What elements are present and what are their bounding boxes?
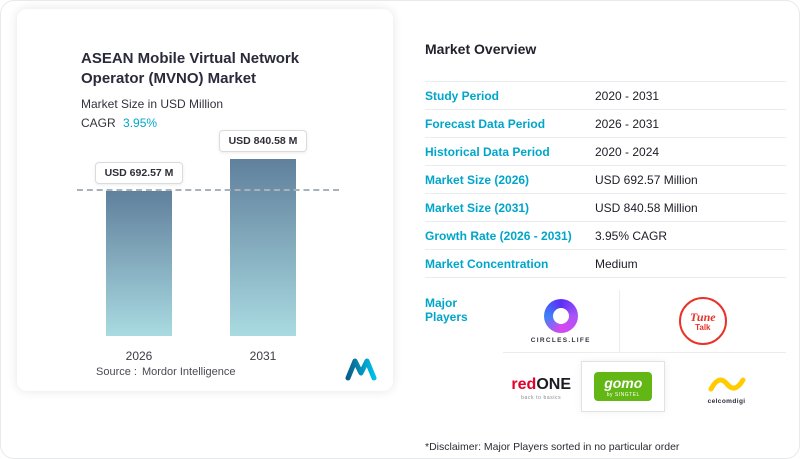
x-axis-label: 2026 [125, 349, 153, 363]
tune-talk-logo: Tune Talk [620, 290, 786, 352]
gomo-wordmark: gomo [604, 374, 643, 391]
source-label: Source : [96, 366, 137, 378]
source-value: Mordor Intelligence [141, 366, 236, 378]
redone-logo: redONE back to basics [503, 377, 579, 401]
table-row: Market Concentration Medium [425, 250, 786, 278]
row-value: 2026 - 2031 [595, 116, 660, 131]
table-row: Forecast Data Period 2026 - 2031 [425, 110, 786, 138]
players-grid-row: redONE back to basics gomo by SINGTEL [503, 353, 786, 425]
table-row: Market Size (2031) USD 840.58 Million [425, 194, 786, 222]
reference-dashed-line [77, 188, 339, 191]
major-players-grid: CIRCLES.LIFE Tune Talk redONE back to ba… [503, 290, 786, 425]
row-label: Forecast Data Period [425, 116, 546, 131]
market-chart-card: ASEAN Mobile Virtual Network Operator (M… [17, 9, 393, 391]
circles-life-ring-icon [543, 298, 578, 333]
market-overview-panel: Market Overview Study Period 2020 - 2031… [425, 1, 786, 453]
cagr-label: CAGR [81, 116, 116, 130]
gomo-logo-box: gomo by SINGTEL [581, 360, 666, 412]
bar-value-label: USD 692.57 M [94, 161, 184, 184]
players-grid-row: CIRCLES.LIFE Tune Talk [503, 290, 786, 353]
circles-life-wordmark: CIRCLES.LIFE [530, 336, 591, 344]
row-label: Market Size (2026) [425, 172, 530, 187]
bar-value-label: USD 840.58 M [218, 130, 308, 153]
gomo-subtitle: by SINGTEL [606, 391, 640, 398]
bar-group: USD 692.57 M [94, 161, 184, 336]
tune-talk-circle-icon: Tune Talk [678, 297, 727, 345]
tune-talk-wordmark: Talk [695, 322, 711, 332]
bar [106, 190, 172, 336]
circles-life-logo: CIRCLES.LIFE [503, 290, 620, 352]
row-value: 3.95% CAGR [595, 228, 668, 243]
table-row: Study Period 2020 - 2031 [425, 82, 786, 110]
redone-tagline: back to basics [521, 395, 562, 401]
gomo-badge-icon: gomo by SINGTEL [594, 371, 653, 401]
row-value: 2020 - 2031 [595, 88, 660, 103]
disclaimer-text: *Disclaimer: Major Players sorted in no … [425, 441, 680, 453]
row-value: USD 692.57 Million [595, 172, 698, 187]
major-players-label: Major Players [425, 296, 468, 324]
row-label: Growth Rate (2026 - 2031) [425, 228, 572, 243]
tune-talk-wordmark: Tune [690, 309, 716, 324]
mordor-intelligence-logo [345, 358, 377, 381]
row-label: Market Concentration [425, 256, 549, 271]
overview-table: Study Period 2020 - 2031 Forecast Data P… [425, 81, 786, 278]
overview-heading: Market Overview [425, 41, 537, 57]
major-players-section: Major Players CIRCLES.LIFE Tune Talk [425, 290, 786, 425]
table-row: Market Size (2026) USD 692.57 Million [425, 166, 786, 194]
bar [230, 159, 296, 336]
source-line: Source : Mordor Intelligence [96, 366, 241, 378]
redone-wordmark: redONE [511, 376, 571, 393]
gomo-logo: gomo by SINGTEL [579, 360, 667, 412]
bar-chart: USD 692.57 M USD 840.58 M 2026 2031 [17, 96, 393, 363]
x-axis-label: 2031 [249, 349, 277, 363]
row-value: USD 840.58 Million [595, 200, 698, 215]
celcomdigi-wordmark: celcomdigi [707, 397, 746, 405]
cagr-value: 3.95% [123, 116, 158, 130]
row-value: 2020 - 2024 [595, 144, 660, 159]
table-row: Growth Rate (2026 - 2031) 3.95% CAGR [425, 222, 786, 250]
cagr-line: CAGR 3.95% [81, 116, 157, 130]
row-label: Study Period [425, 88, 500, 103]
chart-title: ASEAN Mobile Virtual Network Operator (M… [81, 50, 300, 88]
row-label: Historical Data Period [425, 144, 550, 159]
chart-subtitle: Market Size in USD Million [81, 97, 224, 111]
row-value: Medium [595, 256, 638, 271]
row-label: Market Size (2031) [425, 200, 530, 215]
bar-group: USD 840.58 M [218, 130, 308, 336]
table-row: Historical Data Period 2020 - 2024 [425, 138, 786, 166]
celcomdigi-squiggle-icon [708, 377, 746, 391]
celcomdigi-logo: celcomdigi [667, 374, 786, 405]
